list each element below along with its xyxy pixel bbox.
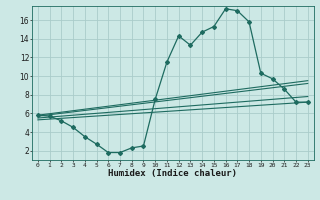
X-axis label: Humidex (Indice chaleur): Humidex (Indice chaleur) — [108, 169, 237, 178]
